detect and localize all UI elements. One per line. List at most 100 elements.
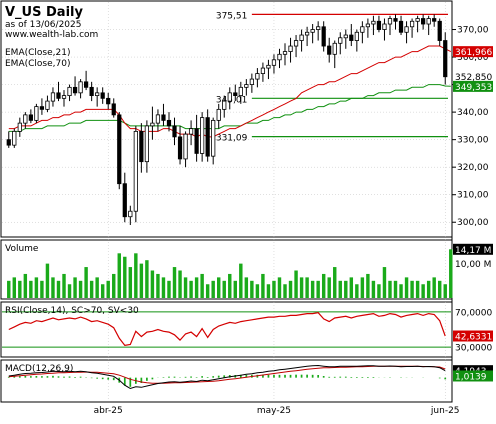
candle-body bbox=[95, 92, 100, 97]
candle-body bbox=[144, 125, 150, 163]
volume-bar bbox=[178, 270, 182, 298]
macd-tag-bg bbox=[453, 370, 493, 382]
candle-body bbox=[106, 97, 111, 105]
candle-body bbox=[67, 86, 72, 97]
candle-body bbox=[28, 114, 33, 121]
rsi-tag: 70,0000 bbox=[455, 308, 492, 318]
volume-bar bbox=[266, 284, 271, 298]
candle-body bbox=[277, 53, 282, 61]
candle-body bbox=[321, 26, 326, 47]
volume-bar bbox=[239, 263, 243, 298]
price-level-label: 331,09 bbox=[216, 134, 248, 144]
candle-body bbox=[12, 130, 17, 146]
price-value-tag-bg bbox=[453, 46, 493, 58]
volume-bar bbox=[73, 277, 77, 298]
candle-body bbox=[249, 78, 254, 85]
candle-body bbox=[437, 20, 442, 41]
candle-body bbox=[45, 100, 50, 110]
volume-bar bbox=[277, 277, 282, 298]
rsi-pane bbox=[0, 301, 453, 358]
volume-bar bbox=[7, 280, 11, 298]
price-tick-label: 330,00 bbox=[457, 136, 489, 146]
candle-body bbox=[316, 26, 321, 30]
candle-body bbox=[398, 20, 404, 33]
volume-bar bbox=[112, 273, 116, 298]
volume-bar bbox=[100, 284, 105, 298]
price-tick-label: 320,00 bbox=[457, 163, 489, 173]
volume-bar bbox=[205, 284, 210, 298]
candle-body bbox=[150, 122, 155, 127]
volume-bar bbox=[34, 277, 39, 298]
volume-bar bbox=[333, 267, 337, 298]
volume-bar bbox=[377, 284, 381, 298]
candle-body bbox=[222, 100, 227, 110]
candle-body bbox=[128, 210, 133, 218]
volume-bar bbox=[123, 256, 127, 298]
volume-bar bbox=[244, 277, 249, 298]
volume-bar bbox=[366, 273, 370, 298]
volume-bar bbox=[194, 277, 199, 298]
price-tick-label: 360,00 bbox=[457, 53, 489, 63]
candle-body bbox=[211, 119, 216, 157]
volume-bar bbox=[117, 253, 121, 298]
volume-bar bbox=[426, 280, 431, 298]
volume-bar bbox=[255, 284, 260, 298]
volume-bar bbox=[161, 277, 166, 298]
volume-bar bbox=[344, 280, 348, 298]
macd-tag: 1,0139 bbox=[455, 372, 487, 382]
candle-body bbox=[188, 128, 194, 135]
macd-signal-line bbox=[8, 365, 446, 384]
volume-bar bbox=[216, 277, 221, 298]
volume-bar bbox=[62, 273, 66, 298]
candle-body bbox=[271, 59, 277, 66]
volume-bar bbox=[432, 277, 436, 298]
candle-body bbox=[421, 18, 426, 25]
rsi-tag: 30,0000 bbox=[455, 344, 492, 354]
candle-body bbox=[332, 42, 337, 55]
legend-ema21: EMA(Close,21) bbox=[5, 48, 70, 58]
candle-body bbox=[78, 81, 83, 94]
macd-label: MACD(12,26,9) bbox=[5, 364, 73, 374]
volume-bar bbox=[145, 260, 149, 298]
volume-tag-bg bbox=[453, 243, 493, 255]
volume-bar bbox=[305, 277, 309, 298]
price-tick-label: 310,00 bbox=[457, 191, 489, 201]
chart-date: as of 13/06/2025 bbox=[5, 20, 81, 30]
ema70-line bbox=[8, 84, 451, 132]
candle-body bbox=[177, 136, 183, 160]
volume-bar bbox=[18, 280, 22, 298]
volume-bar bbox=[421, 284, 425, 298]
candle-body bbox=[260, 67, 266, 74]
candle-body bbox=[310, 29, 315, 33]
price-tick-label: 300,00 bbox=[457, 218, 489, 228]
candle-body bbox=[426, 18, 431, 25]
candle-body bbox=[376, 20, 382, 30]
macd-pane bbox=[0, 359, 453, 403]
candle-body bbox=[266, 64, 271, 69]
candle-body bbox=[34, 106, 39, 121]
volume-bar bbox=[189, 280, 193, 298]
candle-body bbox=[205, 117, 210, 157]
candle-body bbox=[354, 31, 359, 41]
price-tick-label: 340,00 bbox=[457, 108, 489, 118]
volume-bar bbox=[40, 280, 44, 298]
volume-bar bbox=[95, 277, 99, 298]
candle-body bbox=[183, 133, 188, 160]
candle-body bbox=[409, 20, 415, 28]
volume-bar bbox=[338, 280, 342, 298]
price-value-tag: 352,850 bbox=[455, 73, 492, 83]
candle-body bbox=[172, 125, 177, 138]
candle-body bbox=[304, 31, 310, 36]
volume-bar bbox=[261, 273, 265, 298]
candle-body bbox=[238, 86, 243, 97]
volume-bar bbox=[294, 270, 298, 298]
rsi-line bbox=[8, 312, 446, 347]
volume-bar bbox=[382, 267, 387, 298]
volume-bar bbox=[78, 280, 83, 298]
candle-body bbox=[327, 45, 332, 55]
candle-body bbox=[194, 128, 199, 154]
volume-bar bbox=[172, 267, 177, 298]
volume-bar bbox=[349, 277, 354, 298]
